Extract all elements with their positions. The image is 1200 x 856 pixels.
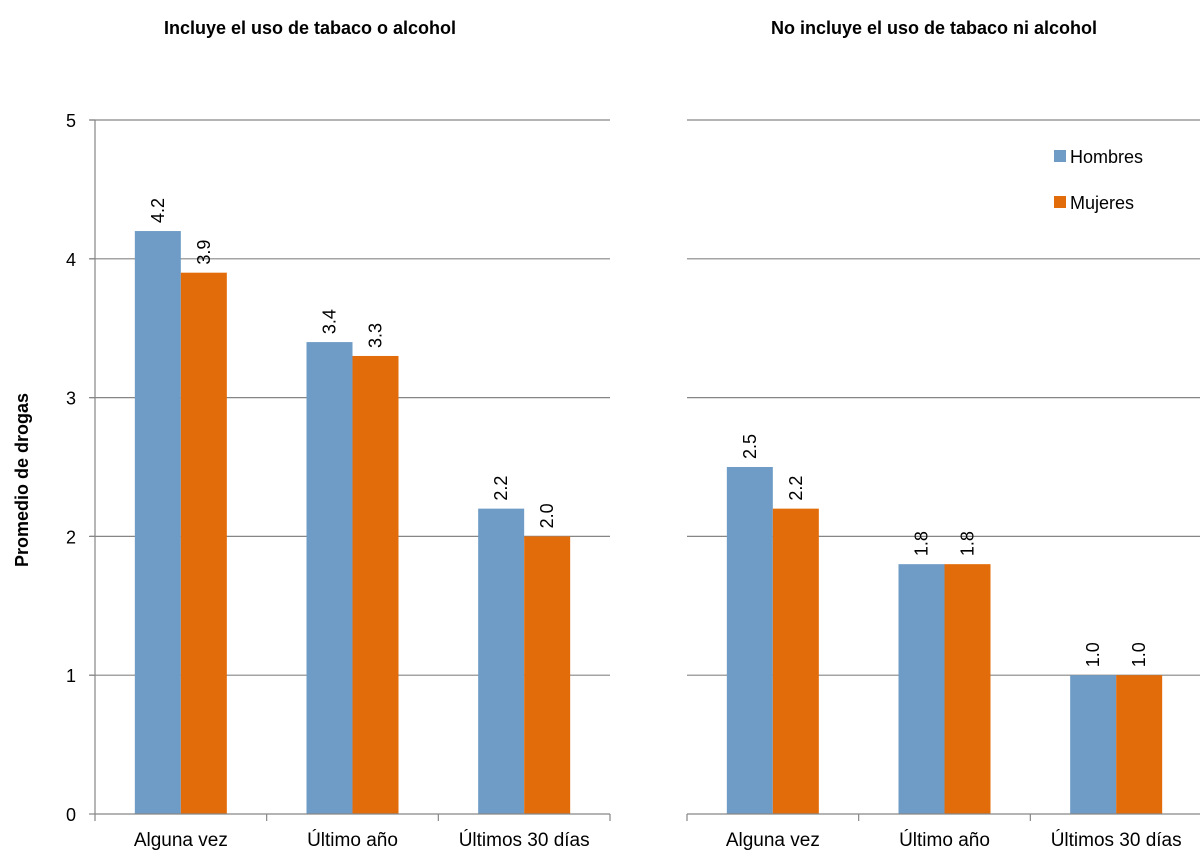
category-label: Último año: [307, 829, 398, 851]
gridlines: [90, 119, 1200, 676]
category-label: Alguna vez: [726, 830, 820, 851]
category-label: Último año: [899, 829, 990, 851]
bar-mujeres-1: [944, 564, 991, 814]
y-tick-label: 5: [66, 111, 76, 131]
y-tick-label: 0: [66, 805, 76, 825]
legend-label-hombres: Hombres: [1070, 147, 1143, 167]
y-axis-label: Promedio de drogas: [12, 393, 32, 567]
bar-mujeres-0: [180, 272, 227, 814]
data-label: 3.9: [194, 240, 214, 265]
data-label: 3.3: [366, 323, 386, 348]
y-tick-labels: 0 1 2 3 4 5: [66, 111, 76, 825]
bar-hombres-0: [726, 467, 773, 814]
y-tick-label: 2: [66, 527, 76, 547]
bar-hombres-1: [306, 342, 353, 814]
bar-mujeres-2: [1116, 675, 1163, 814]
bar-mujeres-1: [352, 355, 399, 814]
y-tick-label: 4: [66, 250, 76, 270]
data-label: 1.8: [912, 531, 932, 556]
data-label: 1.0: [1129, 642, 1149, 667]
y-tick-label: 1: [66, 666, 76, 686]
bar-hombres-2: [1070, 675, 1117, 814]
category-label: Últimos 30 días: [459, 829, 590, 851]
data-label: 2.5: [740, 434, 760, 459]
category-label: Últimos 30 días: [1051, 829, 1182, 851]
panel-right-title: No incluye el uso de tabaco ni alcohol: [771, 18, 1097, 38]
bar-mujeres-2: [524, 536, 571, 814]
bars: [134, 231, 1163, 815]
data-label: 2.0: [537, 503, 557, 528]
data-label: 1.0: [1083, 642, 1103, 667]
data-labels: 4.2 3.9 3.4 3.3 2.2 2.0 2.5 2.2 1.8 1.8 1.0 1.0: [148, 198, 1149, 667]
data-label: 4.2: [148, 198, 168, 223]
panel-left-title: Incluye el uso de tabaco o alcohol: [164, 18, 456, 38]
bar-hombres-1: [898, 564, 945, 814]
y-tick-label: 3: [66, 389, 76, 409]
bar-hombres-2: [478, 508, 525, 814]
legend-label-mujeres: Mujeres: [1070, 193, 1134, 213]
bar-mujeres-0: [772, 508, 819, 814]
bar-hombres-0: [134, 231, 181, 815]
data-label: 1.8: [958, 531, 978, 556]
legend-swatch-mujeres: [1054, 196, 1066, 208]
data-label: 3.4: [320, 309, 340, 334]
axes: [89, 119, 1200, 821]
category-labels: Alguna vez Último año Últimos 30 días Algun…: [134, 829, 1182, 851]
legend-swatch-hombres: [1054, 150, 1066, 162]
data-label: 2.2: [491, 476, 511, 501]
data-label: 2.2: [786, 476, 806, 501]
category-label: Alguna vez: [134, 830, 228, 851]
legend: Hombres Mujeres: [1054, 147, 1143, 213]
